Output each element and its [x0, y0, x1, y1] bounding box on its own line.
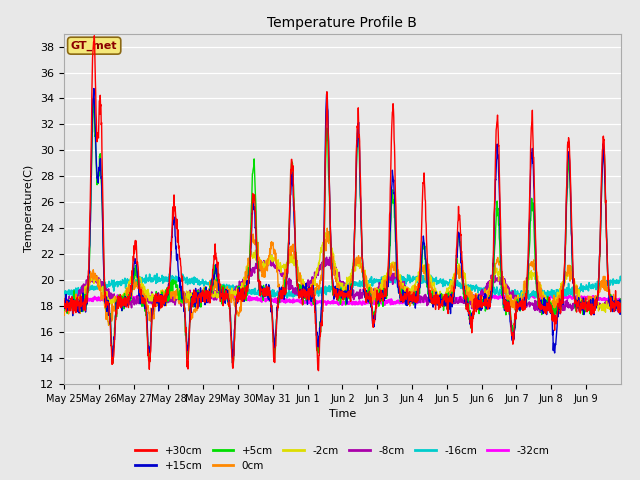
Legend: +30cm, +15cm, +5cm, 0cm, -2cm, -8cm, -16cm, -32cm: +30cm, +15cm, +5cm, 0cm, -2cm, -8cm, -16… — [131, 442, 554, 475]
Text: GT_met: GT_met — [71, 40, 118, 51]
Title: Temperature Profile B: Temperature Profile B — [268, 16, 417, 30]
Y-axis label: Temperature(C): Temperature(C) — [24, 165, 35, 252]
X-axis label: Time: Time — [329, 409, 356, 419]
